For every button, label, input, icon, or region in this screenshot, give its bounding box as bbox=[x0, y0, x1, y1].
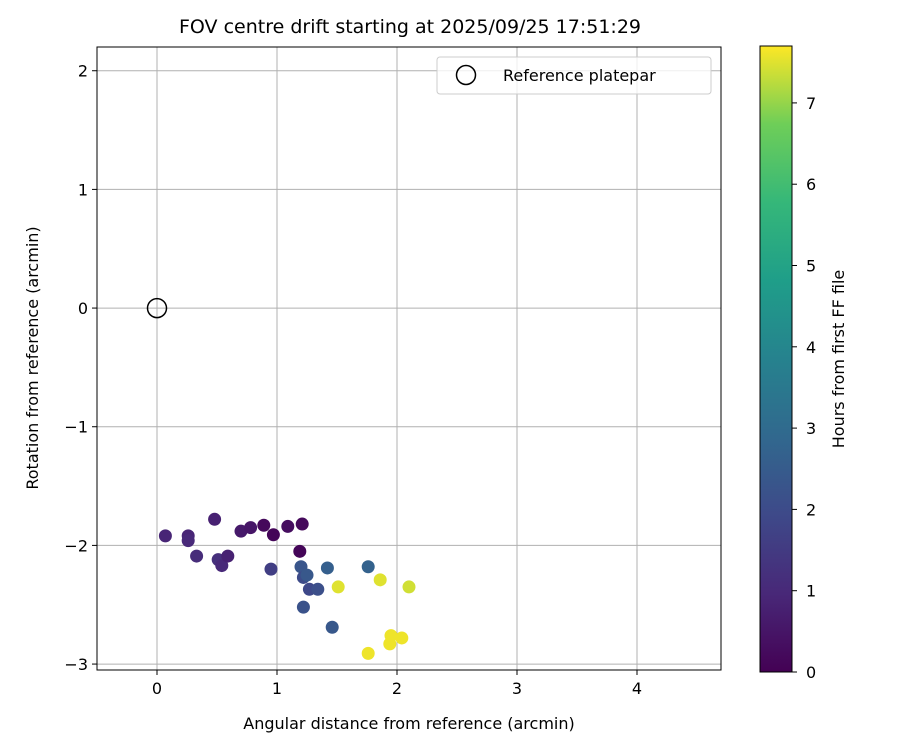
colorbar-tick-label: 4 bbox=[806, 338, 816, 357]
data-point bbox=[311, 582, 325, 596]
data-point bbox=[320, 561, 334, 575]
legend-marker-icon bbox=[455, 64, 477, 86]
chart-title: FOV centre drift starting at 2025/09/25 … bbox=[179, 16, 641, 38]
data-point bbox=[264, 562, 278, 576]
data-point bbox=[361, 646, 375, 660]
data-point bbox=[373, 573, 387, 587]
colorbar-tick-label: 6 bbox=[806, 175, 816, 194]
plot-frame bbox=[96, 46, 722, 671]
x-tick-label: 3 bbox=[512, 679, 522, 698]
data-point bbox=[281, 519, 295, 533]
y-tick-label: −2 bbox=[64, 536, 88, 555]
y-axis-label: Rotation from reference (arcmin) bbox=[23, 226, 42, 489]
data-point bbox=[190, 549, 204, 563]
legend: Reference platepar bbox=[436, 56, 712, 95]
data-point bbox=[300, 568, 314, 582]
colorbar-ticks: 0 1 2 3 4 5 6 7 bbox=[792, 94, 816, 682]
axis-ticks: 0 1 2 3 4 2 1 0 −1 −2 −3 bbox=[64, 62, 642, 698]
colorbar-gradient bbox=[759, 45, 793, 673]
x-tick-label: 1 bbox=[272, 679, 282, 698]
colorbar-tick-label: 0 bbox=[806, 663, 816, 682]
data-point bbox=[331, 580, 345, 594]
colorbar-label: Hours from first FF file bbox=[829, 270, 848, 449]
y-tick-label: −3 bbox=[64, 655, 88, 674]
legend-label: Reference platepar bbox=[503, 66, 656, 85]
colorbar-tick-label: 7 bbox=[806, 94, 816, 113]
reference-point bbox=[146, 297, 168, 319]
data-point bbox=[221, 549, 235, 563]
y-tick-label: 2 bbox=[78, 62, 88, 81]
y-tick-label: −1 bbox=[64, 418, 88, 437]
y-tick-label: 1 bbox=[78, 180, 88, 199]
x-tick-label: 0 bbox=[152, 679, 162, 698]
data-points bbox=[158, 512, 416, 660]
data-point bbox=[361, 560, 375, 574]
colorbar-tick-label: 5 bbox=[806, 257, 816, 276]
data-point bbox=[244, 521, 258, 535]
data-point bbox=[158, 529, 172, 543]
data-point bbox=[215, 559, 229, 573]
x-axis-label: Angular distance from reference (arcmin) bbox=[243, 714, 574, 733]
legend-box bbox=[436, 56, 712, 95]
data-point bbox=[296, 600, 310, 614]
colorbar: 0 1 2 3 4 5 6 7 Hours from first FF file bbox=[759, 45, 848, 682]
data-point bbox=[295, 517, 309, 531]
data-point bbox=[181, 534, 195, 548]
colorbar-tick-label: 1 bbox=[806, 582, 816, 601]
data-point bbox=[208, 512, 222, 526]
colorbar-tick-label: 3 bbox=[806, 419, 816, 438]
data-point bbox=[266, 528, 280, 542]
x-tick-label: 2 bbox=[392, 679, 402, 698]
data-point bbox=[293, 544, 307, 558]
data-point bbox=[384, 629, 398, 643]
x-tick-label: 4 bbox=[632, 679, 642, 698]
grid-lines bbox=[97, 47, 721, 670]
data-point bbox=[395, 631, 409, 645]
data-point bbox=[402, 580, 416, 594]
data-point bbox=[325, 620, 339, 634]
colorbar-tick-label: 2 bbox=[806, 500, 816, 519]
y-tick-label: 0 bbox=[78, 299, 88, 318]
data-point bbox=[257, 518, 271, 532]
